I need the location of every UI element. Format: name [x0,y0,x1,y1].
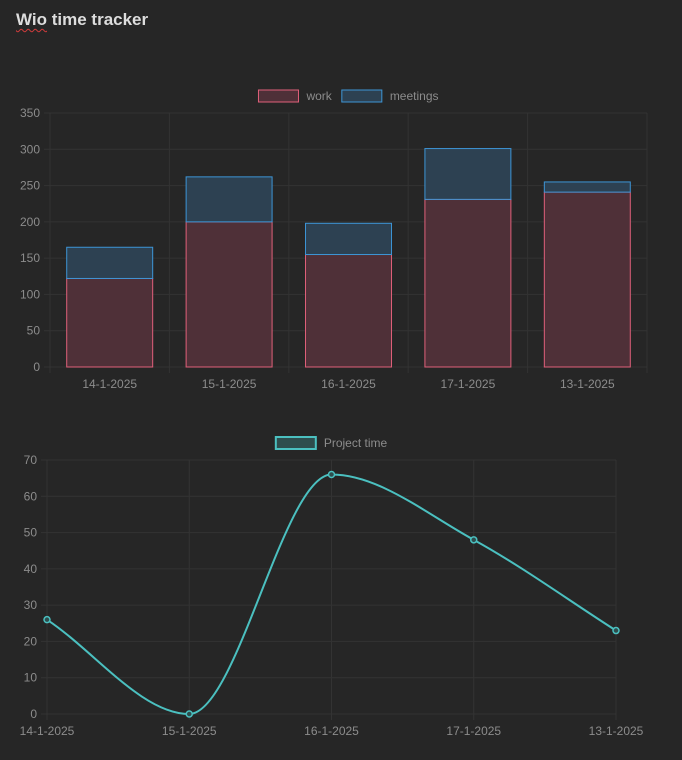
data-point [185,710,193,718]
legend-swatch-project-time [274,436,317,450]
legend-label: Project time [324,436,388,450]
bar-meetings [424,148,512,200]
y-tick-label: 300 [20,142,40,156]
x-tick-label: 15-1-2025 [202,377,257,391]
y-tick-label: 0 [30,707,37,721]
bar-meetings [66,246,154,279]
bar-work [424,198,512,368]
y-tick-label: 200 [20,215,40,229]
x-tick-label: 15-1-2025 [162,724,217,738]
x-tick-label: 16-1-2025 [321,377,376,391]
bar-meetings [305,222,392,256]
x-tick-label: 13-1-2025 [560,377,615,391]
bar-meetings [185,176,273,223]
x-tick-label: 14-1-2025 [20,724,75,738]
y-tick-label: 50 [24,526,38,540]
y-tick-label: 0 [33,360,40,374]
data-point [327,470,336,479]
y-tick-label: 70 [24,453,38,467]
bar-work [66,277,154,368]
legend-label: meetings [390,89,439,103]
page-title-prefix: Wio [16,10,48,29]
y-tick-label: 10 [24,671,38,685]
y-tick-label: 100 [20,287,40,301]
legend-swatch-meetings [341,89,383,103]
page-title-rest: time tracker [47,10,149,29]
x-tick-label: 13-1-2025 [589,724,644,738]
y-tick-label: 50 [27,324,41,338]
series-line-project-time [46,473,617,716]
y-tick-label: 20 [24,634,38,648]
y-tick-label: 40 [24,562,38,576]
legend-label: work [305,89,332,103]
data-point [43,615,51,624]
y-tick-label: 150 [20,251,40,265]
data-point [470,536,478,544]
stacked-bar-chart: 0 50 100 150 200 250 300 350 14-1-2025 15-1-2025 1… [20,89,648,391]
y-tick-label: 60 [24,489,38,503]
x-tick-label: 14-1-2025 [82,377,137,391]
y-tick-label: 30 [24,598,38,612]
page-title: Wio time tracker [16,10,148,30]
legend-swatch-work [257,89,299,103]
bar-work [185,221,273,368]
x-tick-label: 17-1-2025 [446,724,501,738]
y-tick-label: 350 [20,106,40,120]
bar-work [305,254,392,368]
x-tick-label: 16-1-2025 [304,724,359,738]
bar-meetings [543,181,631,193]
x-tick-label: 17-1-2025 [441,377,496,391]
data-point [612,626,620,635]
y-tick-label: 250 [20,179,40,193]
